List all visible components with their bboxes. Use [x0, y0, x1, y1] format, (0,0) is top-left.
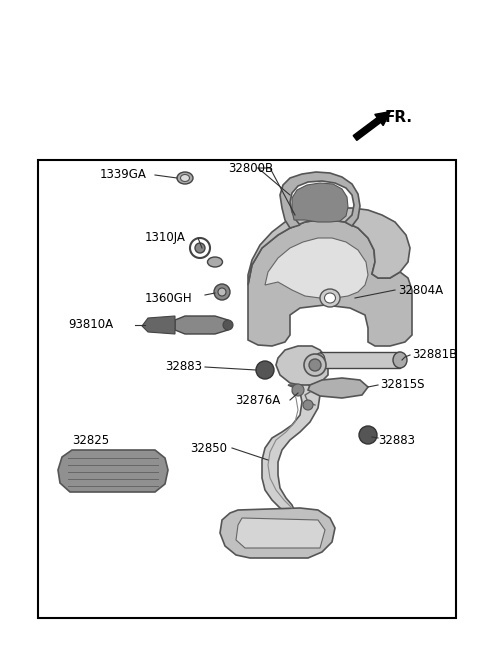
Polygon shape — [276, 346, 328, 386]
Text: 32850: 32850 — [190, 441, 227, 455]
Text: 32881B: 32881B — [412, 348, 457, 361]
Ellipse shape — [207, 257, 223, 267]
FancyArrow shape — [353, 112, 390, 140]
Polygon shape — [292, 183, 348, 222]
Polygon shape — [175, 316, 228, 334]
Text: 1310JA: 1310JA — [145, 232, 186, 245]
Ellipse shape — [256, 361, 274, 379]
Ellipse shape — [309, 359, 321, 371]
Polygon shape — [248, 220, 412, 346]
Ellipse shape — [292, 384, 304, 396]
Text: 32825: 32825 — [72, 434, 109, 447]
Polygon shape — [280, 172, 360, 228]
Polygon shape — [58, 450, 168, 492]
Ellipse shape — [320, 289, 340, 307]
Ellipse shape — [304, 354, 326, 376]
Text: 1339GA: 1339GA — [100, 169, 147, 182]
Text: 32815S: 32815S — [380, 379, 424, 392]
Ellipse shape — [303, 400, 313, 410]
Text: 32883: 32883 — [378, 434, 415, 447]
Ellipse shape — [324, 293, 336, 303]
Ellipse shape — [223, 320, 233, 330]
Text: 32804A: 32804A — [398, 283, 443, 297]
Polygon shape — [262, 385, 320, 514]
Text: 32876A: 32876A — [235, 394, 280, 407]
Text: 32800B: 32800B — [228, 161, 273, 174]
Bar — [320, 352, 400, 368]
Ellipse shape — [214, 284, 230, 300]
Text: 93810A: 93810A — [68, 319, 113, 331]
Polygon shape — [308, 378, 368, 398]
Ellipse shape — [177, 172, 193, 184]
Ellipse shape — [359, 426, 377, 444]
Polygon shape — [236, 518, 325, 548]
Text: 32883: 32883 — [165, 361, 202, 373]
Bar — [38, 160, 456, 618]
Ellipse shape — [315, 353, 325, 367]
Ellipse shape — [218, 288, 226, 296]
Ellipse shape — [195, 243, 205, 253]
Polygon shape — [142, 316, 175, 334]
Text: 1360GH: 1360GH — [145, 291, 192, 304]
Polygon shape — [220, 508, 335, 558]
Polygon shape — [265, 238, 368, 298]
Ellipse shape — [393, 352, 407, 368]
Polygon shape — [248, 208, 410, 285]
Ellipse shape — [180, 174, 190, 182]
Text: FR.: FR. — [385, 110, 413, 125]
